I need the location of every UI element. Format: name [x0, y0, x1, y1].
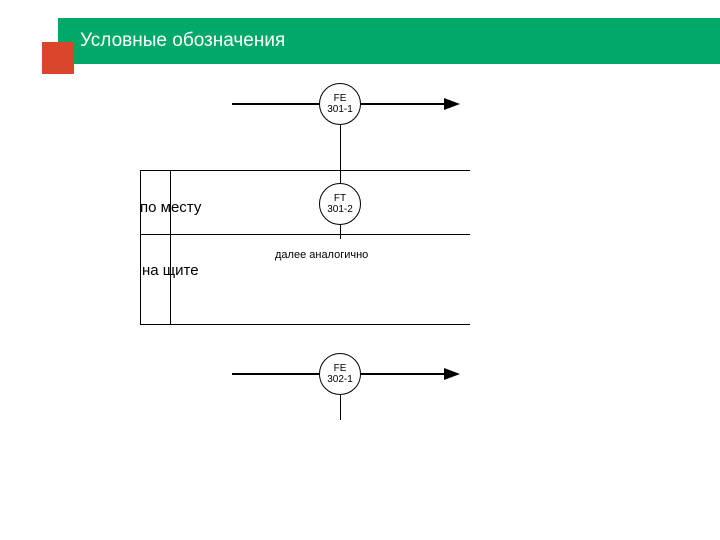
table-mid-line: [140, 234, 470, 235]
bubble-label-top: FE: [334, 93, 347, 104]
label-panel: на щите: [142, 262, 199, 279]
stem-ft-down: [340, 225, 341, 239]
table-top-line: [140, 170, 470, 171]
header-bar: Условные обозначения: [58, 18, 720, 64]
bubble-ft-301-2: FT 301-2: [319, 183, 361, 225]
diagram-canvas: FE 301-1 FT 301-2 по месту на щите далее…: [0, 64, 720, 540]
stem-fe2-down: [340, 395, 341, 420]
bubble-label-top: FE: [334, 363, 347, 374]
table-inner-line: [170, 170, 171, 324]
bubble-fe-302-1: FE 302-1: [319, 353, 361, 395]
bubble-label-bottom: 302-1: [327, 374, 353, 385]
stem-fe1-ft: [340, 125, 341, 183]
table-left-line: [140, 170, 141, 324]
bubble-fe-301-1: FE 301-1: [319, 83, 361, 125]
page-title: Условные обозначения: [80, 30, 285, 52]
arrow-head-1: [444, 98, 460, 110]
bubble-label-bottom: 301-1: [327, 104, 353, 115]
table-bot-line: [140, 324, 470, 325]
arrow-head-2: [444, 368, 460, 380]
bubble-label-top: FT: [334, 193, 346, 204]
bubble-label-bottom: 301-2: [327, 204, 353, 215]
label-field: по месту: [140, 199, 201, 216]
label-note: далее аналогично: [275, 249, 368, 261]
